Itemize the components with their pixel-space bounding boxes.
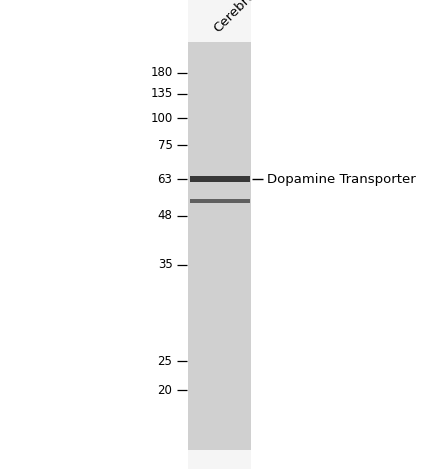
Text: 75: 75	[158, 139, 172, 152]
Text: 20: 20	[158, 384, 172, 397]
Bar	[0, 0, 188, 469]
Bar	[188, 42, 251, 450]
Text: 25: 25	[158, 355, 172, 368]
Bar	[190, 176, 250, 182]
Text: 135: 135	[150, 87, 172, 100]
Text: Cerebrum: Cerebrum	[211, 0, 267, 35]
Text: 48: 48	[158, 209, 172, 222]
Text: 100: 100	[150, 112, 172, 125]
Text: Dopamine Transporter: Dopamine Transporter	[267, 173, 415, 186]
Text: 35: 35	[158, 258, 172, 272]
Text: 63: 63	[158, 173, 172, 186]
Bar	[251, 0, 448, 469]
Bar	[190, 199, 250, 204]
Text: 180: 180	[150, 66, 172, 79]
